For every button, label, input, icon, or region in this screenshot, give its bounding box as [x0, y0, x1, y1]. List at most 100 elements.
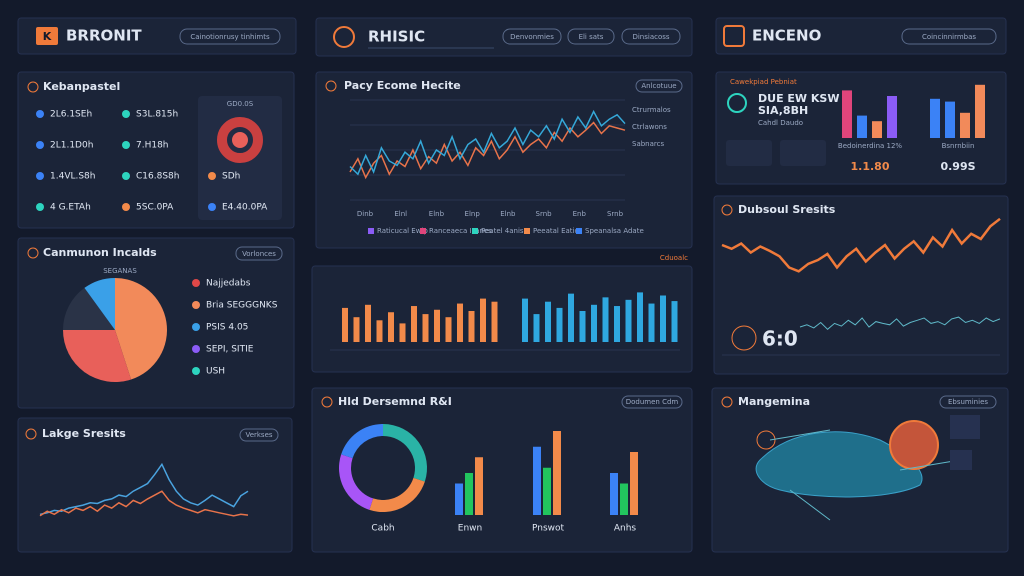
- header-title: BRRONIT: [66, 27, 142, 45]
- trend-line: [799, 316, 1001, 330]
- header-panel: [17, 17, 297, 55]
- bar: [365, 304, 371, 342]
- bar: [455, 483, 463, 515]
- stat-icon: [208, 203, 216, 211]
- price-line: [349, 121, 626, 180]
- legend-label: SEPI, SITIE: [206, 345, 254, 355]
- bar: [630, 452, 638, 515]
- legend-swatch: [192, 367, 200, 375]
- legend-label: Najjedabs: [206, 279, 251, 289]
- header-button-text[interactable]: Denvonmies: [510, 33, 554, 41]
- panel-button[interactable]: [939, 395, 997, 409]
- header-button-text[interactable]: Coincinnirmbas: [922, 33, 976, 41]
- panel-button[interactable]: [235, 246, 283, 261]
- panel-title: Mangemina: [738, 395, 810, 408]
- header-button[interactable]: [621, 28, 681, 45]
- x-tick-label: Dinb: [357, 210, 374, 218]
- legend-swatch: [576, 228, 582, 234]
- header-button[interactable]: [502, 28, 562, 45]
- panel-button-text[interactable]: Verkses: [245, 431, 272, 439]
- stat-value: 1.4VL.S8h: [50, 172, 96, 182]
- bar: [422, 314, 429, 342]
- panel-icon: [27, 81, 39, 93]
- x-tick-label: Srnb: [607, 210, 624, 218]
- bar: [556, 307, 563, 342]
- stat-icon: [36, 172, 44, 180]
- bar: [353, 317, 360, 342]
- header-panel: [315, 17, 693, 57]
- legend-swatch: [368, 228, 374, 234]
- bars-label: Cduoalc: [660, 254, 688, 262]
- stat-icon: [122, 141, 130, 149]
- kpi-thumb: [780, 140, 826, 166]
- bar: [660, 295, 666, 342]
- price-line: [349, 109, 626, 176]
- bar: [465, 473, 473, 515]
- header-panel: [715, 17, 1007, 55]
- bar: [975, 84, 985, 138]
- bar: [960, 112, 970, 138]
- bars-panel: [311, 265, 693, 373]
- bar: [568, 293, 574, 342]
- kpi-line: SIA,8BH: [758, 104, 808, 117]
- x-tick-label: Enb: [573, 210, 587, 218]
- legend-swatch: [524, 228, 530, 234]
- panel-button-text[interactable]: Dodumen Cdm: [626, 398, 679, 406]
- trend-panel: [713, 195, 1009, 375]
- kpi-icon: [727, 93, 747, 113]
- bar: [930, 98, 940, 138]
- panel-button-text[interactable]: Anlcotuue: [641, 82, 676, 90]
- category-label: Pnswot: [532, 524, 565, 534]
- bar: [480, 298, 486, 342]
- stat-icon: [122, 203, 130, 211]
- header-button-text[interactable]: Dinsiacoss: [632, 33, 669, 41]
- bar: [543, 467, 551, 515]
- stat-icon: [36, 110, 44, 118]
- stat-value: 2L6.1SEh: [50, 110, 92, 120]
- panel-title: Lakge Sresits: [42, 427, 126, 440]
- legend-label: USH: [206, 367, 225, 377]
- side-label: Ctrurmalos: [632, 106, 671, 114]
- panel-icon: [27, 247, 39, 259]
- stat-value: 7.H18h: [136, 141, 169, 151]
- category-label: Anhs: [614, 524, 637, 534]
- bar: [491, 301, 498, 342]
- panel-button[interactable]: [239, 428, 279, 442]
- bar: [637, 292, 643, 342]
- panel-button[interactable]: [635, 79, 683, 93]
- bar: [468, 311, 475, 342]
- header-button-text[interactable]: Cainotionrusy tinhimts: [190, 33, 270, 41]
- ring: [217, 117, 263, 163]
- logo: [723, 25, 745, 47]
- bar: [553, 431, 561, 515]
- bar: [945, 101, 955, 138]
- x-tick-label: Elnb: [429, 210, 445, 218]
- stat-value: SDh: [222, 172, 240, 182]
- x-tick-label: Elnb: [500, 210, 516, 218]
- stat-value: 5SC.0PA: [136, 203, 174, 213]
- stat-icon: [208, 172, 216, 180]
- panel-button-text[interactable]: Ebsuminies: [948, 398, 988, 406]
- trend-icon: [731, 325, 757, 351]
- trend-line: [721, 217, 1001, 273]
- panel-button[interactable]: [621, 395, 683, 409]
- bar: [445, 317, 452, 342]
- kpi-header: Cawekpiad Pebniat: [730, 78, 797, 86]
- header-button[interactable]: [901, 28, 997, 45]
- panel-title: Canmunon Incalds: [43, 246, 157, 259]
- panel-button-text[interactable]: Vorlonces: [242, 250, 276, 258]
- header-button[interactable]: [567, 28, 615, 45]
- header-button-text[interactable]: Eli sats: [579, 33, 604, 41]
- panel-title: Pacy Ecome Hecite: [344, 79, 461, 92]
- area-line: [39, 462, 249, 516]
- legend-swatch: [192, 345, 200, 353]
- kpi-thumb: [726, 140, 772, 166]
- stat-value: 2L1.1D0h: [50, 141, 93, 151]
- stat-icon: [36, 203, 44, 211]
- header-button[interactable]: [179, 28, 281, 45]
- pie-slice: [115, 278, 167, 380]
- bar: [625, 299, 632, 342]
- legend-swatch: [420, 228, 426, 234]
- bar: [533, 446, 541, 515]
